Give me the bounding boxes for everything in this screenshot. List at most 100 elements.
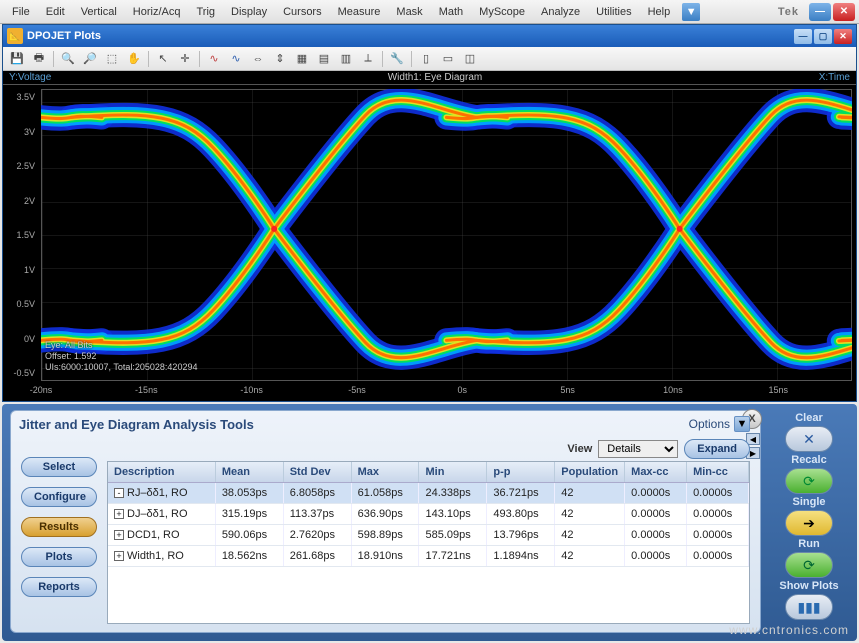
cell: 585.09ps (419, 525, 487, 545)
menu-utilities[interactable]: Utilities (588, 3, 639, 21)
marker-icon[interactable]: ✛ (175, 49, 195, 69)
cell: 315.19ps (216, 504, 284, 524)
table-row[interactable]: -RJ–δδ1, RO38.053ps6.8058ps61.058ps24.33… (108, 483, 749, 504)
y-tick: 0V (24, 334, 35, 344)
save-icon[interactable]: 💾 (7, 49, 27, 69)
layout3-icon[interactable]: ◫ (460, 49, 480, 69)
table-row[interactable]: +Width1, RO18.562ns261.68ps18.910ns17.72… (108, 546, 749, 567)
grid1-icon[interactable]: ▦ (292, 49, 312, 69)
nav-configure[interactable]: Configure (21, 487, 97, 507)
y-tick: 2V (24, 196, 35, 206)
layout2-icon[interactable]: ▭ (438, 49, 458, 69)
measure-icon[interactable]: ⟂ (358, 49, 378, 69)
clear-button[interactable]: ✕ (785, 426, 833, 452)
plots-window-titlebar[interactable]: 📐 DPOJET Plots — ▢ ✕ (3, 25, 856, 47)
cell: 0.0000s (687, 483, 749, 503)
menu-help[interactable]: Help (640, 3, 679, 21)
showplots-label: Show Plots (779, 580, 838, 592)
col-pp[interactable]: p-p (487, 462, 555, 482)
menu-analyze[interactable]: Analyze (533, 3, 588, 21)
window-close-button[interactable]: ✕ (833, 3, 855, 21)
menu-measure[interactable]: Measure (330, 3, 389, 21)
tree-toggle[interactable]: + (114, 509, 124, 519)
grid2-icon[interactable]: ▤ (314, 49, 334, 69)
cell: 0.0000s (625, 504, 687, 524)
cell: 113.37ps (284, 504, 352, 524)
cell: 493.80ps (487, 504, 555, 524)
col-maxcc[interactable]: Max-cc (625, 462, 687, 482)
wave2-icon[interactable]: ∿ (226, 49, 246, 69)
y-tick: 3V (24, 127, 35, 137)
zoom-in-icon[interactable]: 🔍 (58, 49, 78, 69)
tree-toggle[interactable]: + (114, 530, 124, 540)
mdi-close-button[interactable]: ✕ (834, 29, 852, 44)
col-stddev[interactable]: Std Dev (284, 462, 352, 482)
settings-icon[interactable]: 🔧 (387, 49, 407, 69)
tree-toggle[interactable]: + (114, 551, 124, 561)
mdi-minimize-button[interactable]: — (794, 29, 812, 44)
action-column: Clear ✕ Recalc ⟳ Single ➔ Run ⟳ Show Plo… (767, 412, 851, 633)
table-row[interactable]: +DCD1, RO590.06ps2.7620ps598.89ps585.09p… (108, 525, 749, 546)
cell: 24.338ps (419, 483, 487, 503)
wave1-icon[interactable]: ∿ (204, 49, 224, 69)
x-tick: -5ns (348, 385, 366, 395)
col-description[interactable]: Description (108, 462, 216, 482)
nav-results[interactable]: Results (21, 517, 97, 537)
cell: 0.0000s (625, 546, 687, 566)
eye-diagram (41, 89, 852, 373)
mdi-maximize-button[interactable]: ▢ (814, 29, 832, 44)
menu-file[interactable]: File (4, 3, 38, 21)
cell: +Width1, RO (108, 546, 216, 566)
menu-cursors[interactable]: Cursors (275, 3, 330, 21)
window-minimize-button[interactable]: — (809, 3, 831, 21)
flip-v-icon[interactable]: ⇕ (270, 49, 290, 69)
x-tick: 10ns (663, 385, 683, 395)
menu-myscope[interactable]: MyScope (471, 3, 533, 21)
menu-display[interactable]: Display (223, 3, 275, 21)
cursor-icon[interactable]: ↖ (153, 49, 173, 69)
nav-select[interactable]: Select (21, 457, 97, 477)
x-tick: -20ns (30, 385, 53, 395)
y-tick: 0.5V (16, 299, 35, 309)
col-mean[interactable]: Mean (216, 462, 284, 482)
pan-icon[interactable]: ✋ (124, 49, 144, 69)
print-icon[interactable]: 🖶 (29, 49, 49, 69)
showplots-button[interactable]: ▮▮▮ (785, 594, 833, 620)
x-tick: 0s (458, 385, 468, 395)
cell: 143.10ps (419, 504, 487, 524)
col-max[interactable]: Max (352, 462, 420, 482)
nav-reports[interactable]: Reports (21, 577, 97, 597)
y-axis-label: Y:Voltage (9, 72, 51, 83)
col-population[interactable]: Population (555, 462, 625, 482)
x-tick: 5ns (560, 385, 575, 395)
run-button[interactable]: ⟳ (785, 552, 833, 578)
menu-dropdown-button[interactable]: ▼ (682, 3, 700, 21)
brand-label: Tek (778, 6, 799, 18)
options-dropdown[interactable]: ▼ (734, 416, 750, 432)
col-mincc[interactable]: Min-cc (687, 462, 749, 482)
menu-horizacq[interactable]: Horiz/Acq (125, 3, 189, 21)
cell: 42 (555, 546, 625, 566)
expand-button[interactable]: Expand (684, 439, 750, 459)
nav-plots[interactable]: Plots (21, 547, 97, 567)
menu-edit[interactable]: Edit (38, 3, 73, 21)
single-button[interactable]: ➔ (785, 510, 833, 536)
zoom-region-icon[interactable]: ⬚ (102, 49, 122, 69)
menu-mask[interactable]: Mask (388, 3, 430, 21)
flip-h-icon[interactable]: ⇔ (248, 49, 268, 69)
cell: +DJ–δδ1, RO (108, 504, 216, 524)
results-table: DescriptionMeanStd DevMaxMinp-pPopulatio… (107, 461, 750, 624)
clear-label: Clear (795, 412, 823, 424)
analysis-inner: X ◀ ▶ Jitter and Eye Diagram Analysis To… (10, 410, 761, 633)
tree-toggle[interactable]: - (114, 488, 124, 498)
menu-trig[interactable]: Trig (188, 3, 223, 21)
zoom-out-icon[interactable]: 🔎 (80, 49, 100, 69)
layout1-icon[interactable]: ▯ (416, 49, 436, 69)
menu-math[interactable]: Math (431, 3, 471, 21)
menu-vertical[interactable]: Vertical (73, 3, 125, 21)
grid3-icon[interactable]: ▥ (336, 49, 356, 69)
view-select[interactable]: Details (598, 440, 678, 458)
table-row[interactable]: +DJ–δδ1, RO315.19ps113.37ps636.90ps143.1… (108, 504, 749, 525)
col-min[interactable]: Min (419, 462, 487, 482)
recalc-button[interactable]: ⟳ (785, 468, 833, 494)
